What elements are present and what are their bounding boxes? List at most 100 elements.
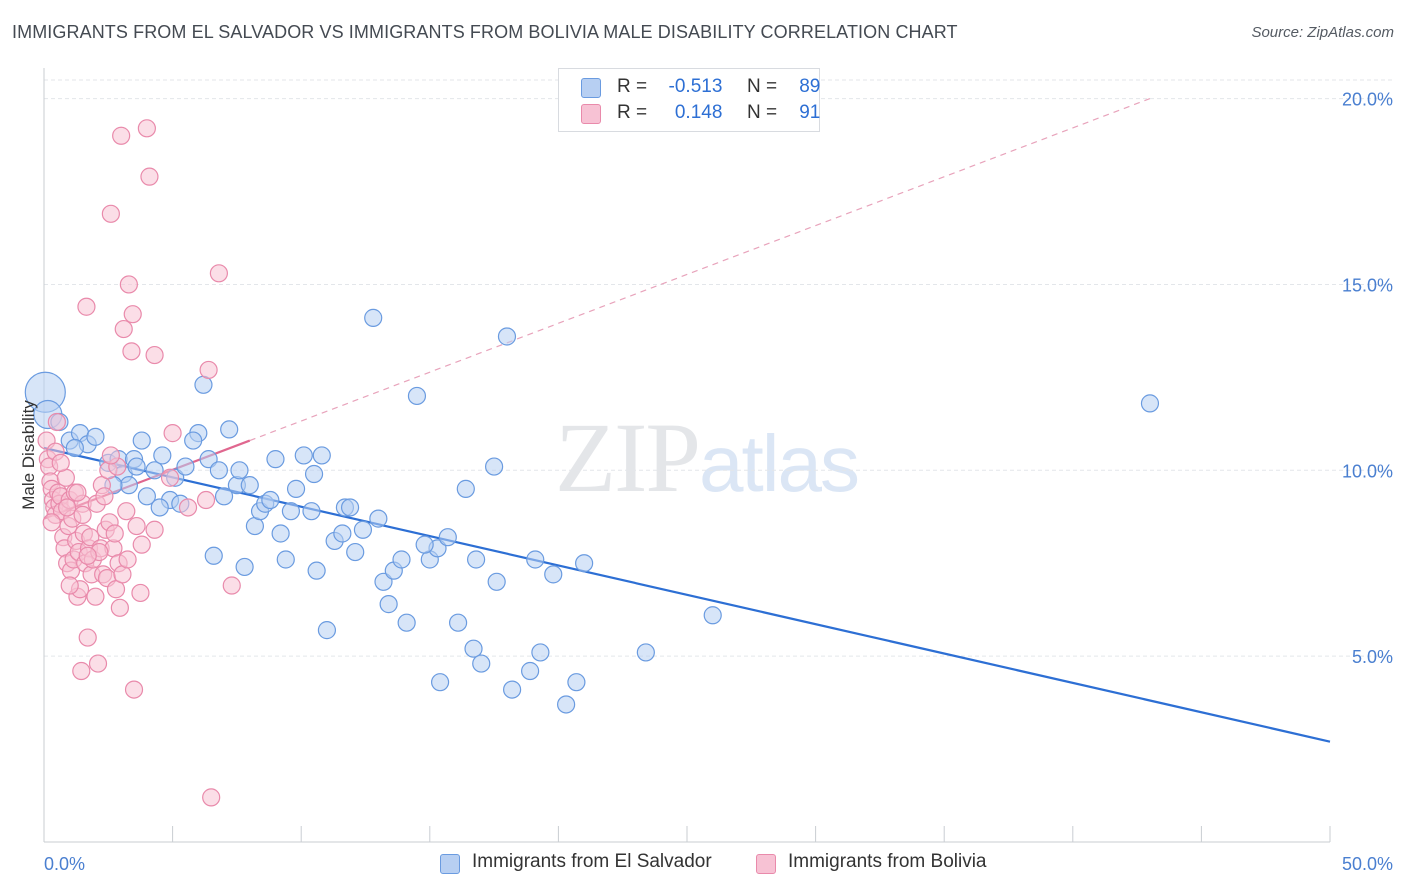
point-el-salvador: [379, 595, 398, 614]
point-el-salvador: [369, 509, 388, 528]
point-bolivia: [124, 680, 144, 699]
correlation-legend: R = -0.513 N = 89 R = 0.148 N = 91: [558, 68, 820, 132]
point-el-salvador: [466, 550, 486, 569]
source-label: Source: ZipAtlas.com: [1251, 24, 1394, 41]
point-bolivia: [222, 576, 241, 595]
point-el-salvador: [392, 550, 411, 569]
point-el-salvador: [487, 572, 506, 591]
point-el-salvador: [302, 502, 321, 521]
point-bolivia: [163, 424, 182, 443]
bottom-legend-label: Immigrants from El Salvador: [472, 851, 712, 872]
point-el-salvador: [235, 557, 254, 577]
point-bolivia: [101, 446, 120, 465]
bottom-legend-label: Immigrants from Bolivia: [788, 851, 987, 872]
point-bolivia: [131, 583, 150, 603]
point-el-salvador: [485, 457, 504, 476]
point-el-salvador: [456, 479, 475, 498]
y-tick-label: 20.0%: [1342, 90, 1393, 110]
point-el-salvador: [127, 457, 146, 476]
point-el-salvador: [407, 386, 427, 406]
point-el-salvador: [312, 446, 331, 465]
point-bolivia: [140, 167, 159, 186]
point-el-salvador: [286, 479, 306, 498]
point-el-salvador: [464, 639, 483, 658]
point-bolivia: [122, 342, 141, 361]
point-el-salvador: [281, 502, 301, 521]
point-bolivia: [86, 587, 105, 606]
tick-labels: 5.0% 10.0% 15.0% 20.0% 0.0% 50.0% Male Disabil…: [19, 90, 1393, 874]
point-el-salvador: [703, 606, 722, 625]
point-bolivia: [160, 468, 180, 487]
point-bolivia: [196, 490, 216, 510]
watermark: ZIPatlas: [555, 400, 860, 515]
legend-r-label: R =: [617, 76, 648, 97]
point-bolivia: [110, 598, 129, 617]
point-bolivia: [68, 483, 87, 502]
point-el-salvador: [353, 520, 373, 539]
point-el-salvador: [346, 542, 365, 562]
point-bolivia: [51, 453, 70, 472]
point-bolivia: [88, 654, 108, 673]
point-el-salvador: [340, 498, 360, 517]
point-el-salvador: [119, 476, 138, 495]
point-bolivia: [73, 505, 92, 524]
point-el-salvador: [230, 461, 249, 480]
point-el-salvador: [448, 613, 468, 632]
point-el-salvador: [307, 561, 326, 580]
y-tick-label: 5.0%: [1352, 647, 1393, 667]
point-bolivia: [117, 502, 136, 521]
legend-swatch-blue: [581, 78, 601, 98]
point-bolivia: [127, 516, 146, 536]
legend-n-value: 89: [799, 76, 821, 97]
point-bolivia: [60, 576, 79, 595]
point-bolivia: [118, 550, 137, 569]
point-bolivia: [105, 524, 124, 543]
point-el-salvador: [526, 550, 545, 569]
point-el-salvador: [521, 661, 540, 681]
point-el-salvador: [199, 450, 218, 469]
data-points: [24, 119, 1160, 807]
point-bolivia: [47, 412, 66, 432]
point-el-salvador: [261, 490, 280, 510]
axes: [43, 68, 1331, 843]
trend-lines: [43, 98, 1331, 743]
legend-r-value: 0.148: [674, 102, 723, 123]
legend-n-label: N =: [746, 76, 778, 97]
point-el-salvador: [364, 308, 383, 327]
legend-n-label: N =: [746, 102, 778, 123]
point-el-salvador: [531, 643, 550, 662]
point-el-salvador: [557, 695, 576, 714]
point-el-salvador: [294, 446, 313, 465]
point-el-salvador: [397, 613, 416, 632]
bottom-legend-swatch-pink: [756, 854, 776, 874]
point-bolivia: [95, 487, 114, 506]
point-bolivia: [101, 204, 120, 223]
point-el-salvador: [333, 524, 352, 543]
point-bolivia: [77, 297, 96, 316]
bottom-legend-swatch-blue: [440, 854, 460, 874]
point-el-salvador: [153, 446, 172, 465]
point-bolivia: [145, 345, 164, 365]
point-el-salvador: [503, 680, 522, 699]
point-el-salvador: [145, 461, 164, 480]
point-el-salvador: [65, 438, 84, 458]
watermark-zip: ZIP: [555, 402, 701, 513]
watermark-atlas: atlas: [699, 419, 860, 508]
y-axis-title: Male Disability: [19, 400, 38, 510]
point-el-salvador: [150, 498, 169, 517]
point-el-salvador: [276, 550, 295, 569]
point-el-salvador: [176, 457, 195, 476]
point-el-salvador: [317, 621, 337, 640]
point-el-salvador: [497, 327, 517, 346]
x-tick-label-max: 50.0%: [1342, 854, 1393, 874]
point-el-salvador: [567, 673, 586, 692]
point-bolivia: [178, 498, 198, 517]
point-bolivia: [119, 275, 138, 294]
point-bolivia: [202, 788, 221, 807]
point-bolivia: [72, 661, 91, 681]
y-tick-label: 15.0%: [1342, 275, 1393, 295]
point-el-salvador: [575, 554, 594, 573]
point-el-salvador: [266, 450, 285, 469]
point-el-salvador: [220, 420, 239, 439]
